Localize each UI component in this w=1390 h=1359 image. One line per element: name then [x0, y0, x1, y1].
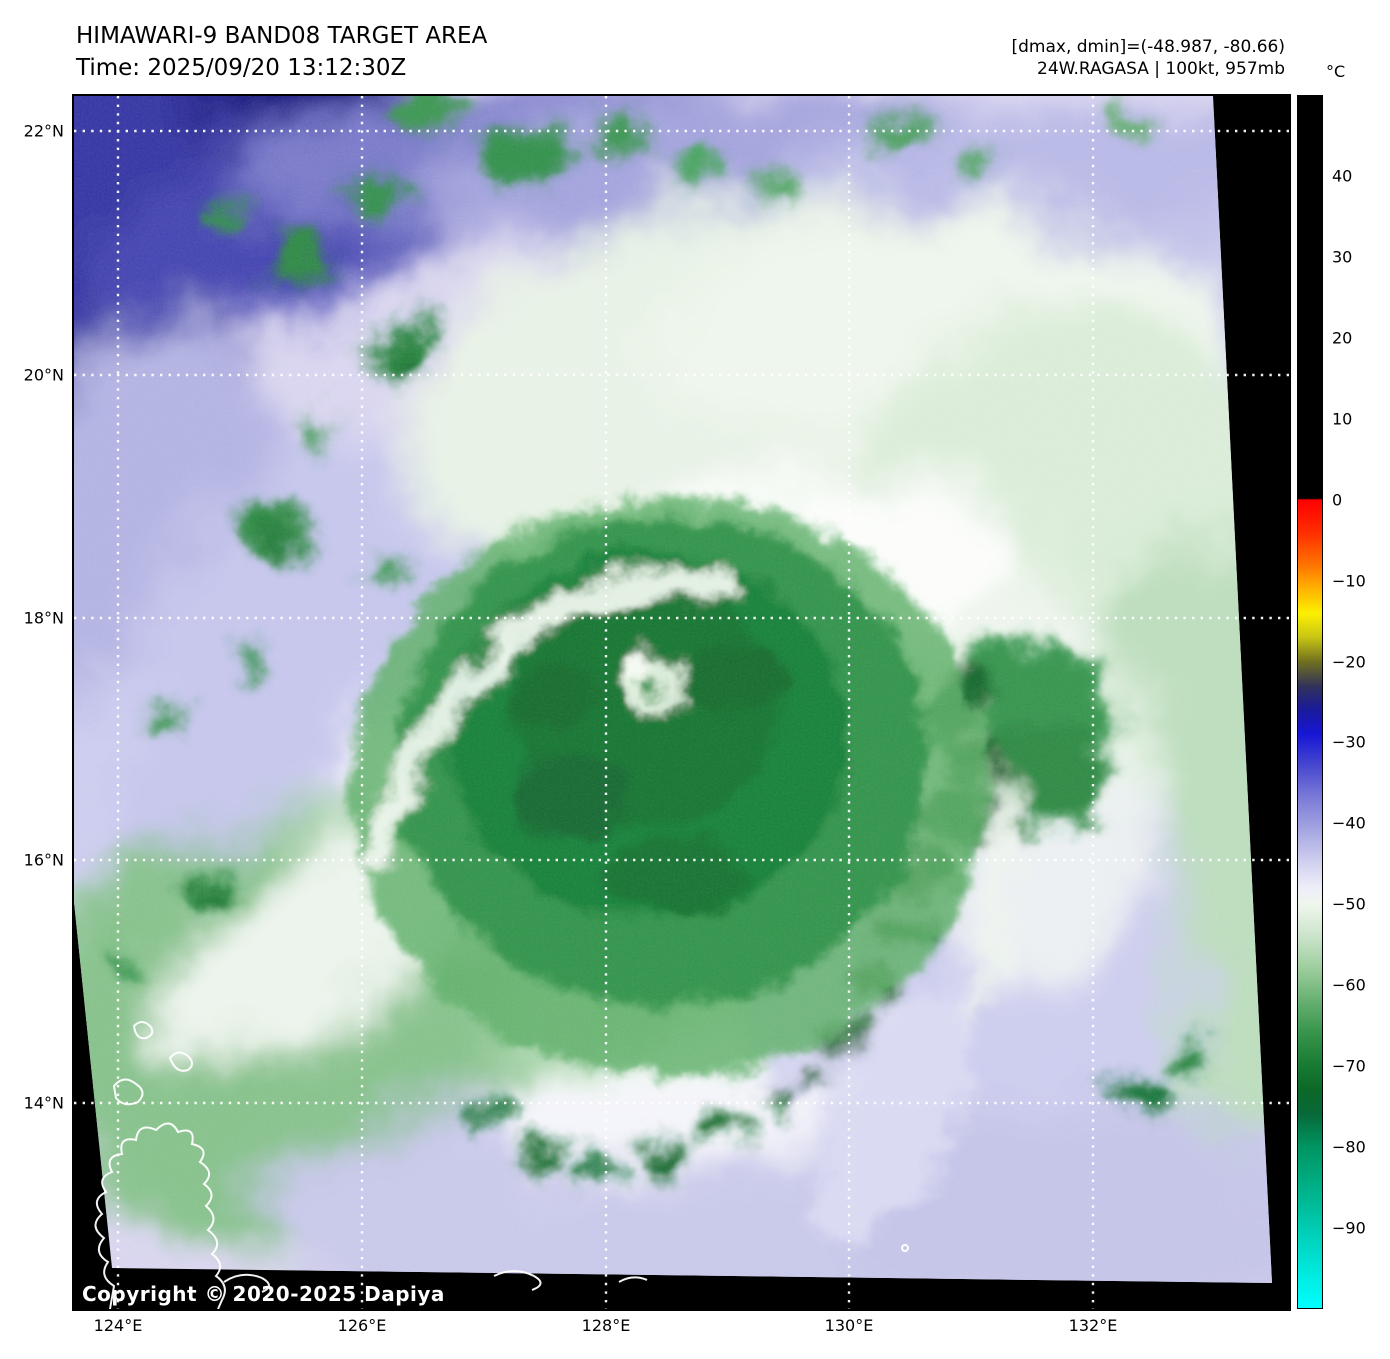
- x-tick-label: 126°E: [337, 1316, 387, 1335]
- colorbar-tick-label: −10: [1332, 571, 1366, 591]
- y-tick-label: 22°N: [23, 121, 64, 141]
- colorbar-tick-label: −30: [1332, 732, 1366, 752]
- x-tick-label: 130°E: [824, 1316, 874, 1335]
- y-tick-label: 18°N: [23, 608, 64, 628]
- colorbar-tick-label: −70: [1332, 1056, 1366, 1076]
- x-tick-label: 124°E: [93, 1316, 143, 1335]
- colorbar-tick-label: 40: [1332, 166, 1353, 186]
- colorbar-tick-label: −80: [1332, 1137, 1366, 1157]
- colorbar-tick-label: −60: [1332, 975, 1366, 995]
- copyright-notice: Copyright © 2020-2025 Dapiya: [82, 1282, 445, 1306]
- page-title: HIMAWARI-9 BAND08 TARGET AREA: [76, 23, 488, 49]
- colorbar-tick-label: −50: [1332, 894, 1366, 914]
- dmax-dmin-readout: [dmax, dmin]=(-48.987, -80.66): [1011, 37, 1286, 57]
- x-tick-label: 132°E: [1068, 1316, 1118, 1335]
- colorbar-tick-label: 30: [1332, 247, 1353, 267]
- temperature-colorbar: [1297, 95, 1323, 1309]
- satellite-image: [74, 96, 1289, 1309]
- map-plot-area: Copyright © 2020-2025 Dapiya: [72, 94, 1291, 1311]
- image-grain: [74, 96, 1272, 1283]
- colorbar-tick-label: −20: [1332, 652, 1366, 672]
- header-right: [dmax, dmin]=(-48.987, -80.66) 24W.RAGAS…: [1012, 36, 1286, 80]
- colorbar-tick-label: −40: [1332, 813, 1366, 833]
- y-tick-label: 20°N: [23, 365, 64, 385]
- colorbar-tick-label: −90: [1332, 1218, 1366, 1238]
- y-tick-label: 14°N: [23, 1093, 64, 1113]
- data-swath: [74, 96, 1272, 1283]
- coastline: [94, 1021, 909, 1309]
- colorbar-unit-label: °C: [1326, 62, 1346, 81]
- timestamp: Time: 2025/09/20 13:12:30Z: [76, 55, 407, 81]
- storm-info: 24W.RAGASA | 100kt, 957mb: [1037, 59, 1285, 79]
- x-tick-label: 128°E: [581, 1316, 631, 1335]
- colorbar-tick-label: 10: [1332, 409, 1353, 429]
- colorbar-tick-label: 0: [1332, 490, 1343, 510]
- y-tick-label: 16°N: [23, 850, 64, 870]
- colorbar-tick-label: 20: [1332, 328, 1353, 348]
